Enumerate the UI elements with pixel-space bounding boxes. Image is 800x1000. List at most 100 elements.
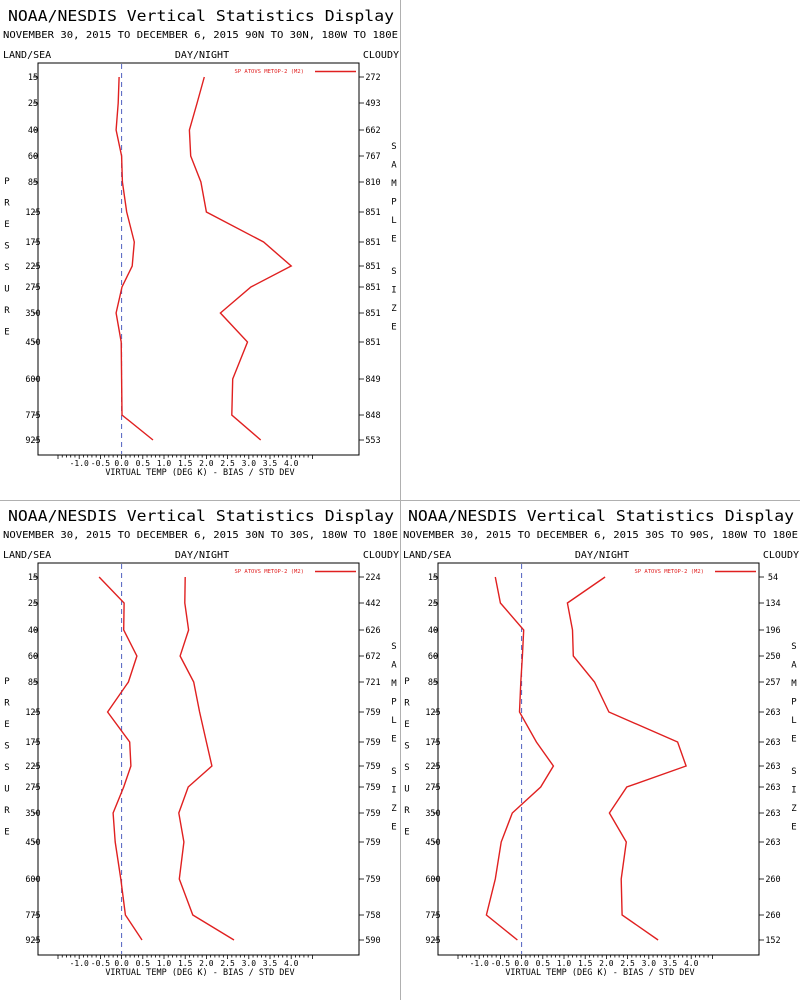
sample-axis-letter: L — [791, 716, 796, 726]
sample-size-label: 851 — [365, 238, 380, 248]
sample-size-label: 224 — [365, 573, 380, 583]
pressure-axis-letter: S — [4, 242, 9, 252]
x-tick-label: 4.0 — [284, 459, 299, 468]
pressure-level-label: 225 — [25, 762, 40, 772]
size-axis-letter: E — [791, 823, 796, 833]
pressure-level-label: 925 — [25, 436, 40, 446]
pressure-level-label: 175 — [425, 738, 440, 748]
sample-axis-letter: P — [391, 198, 397, 208]
pressure-axis-letter: U — [404, 785, 409, 795]
x-tick-label: -0.5 — [491, 959, 510, 968]
pressure-axis-letter: R — [4, 806, 10, 816]
sample-axis-letter: A — [391, 661, 397, 671]
pressure-level-label: 350 — [25, 309, 40, 319]
pressure-level-label: 40 — [428, 626, 438, 636]
x-tick-label: 1.5 — [178, 959, 193, 968]
sample-axis-letter: M — [391, 179, 397, 189]
x-tick-label: 2.5 — [220, 959, 235, 968]
sample-size-label: 493 — [365, 99, 380, 109]
x-tick-label: -1.0 — [70, 459, 89, 468]
sample-size-label: 851 — [365, 309, 380, 319]
pressure-axis-letter: U — [4, 285, 9, 295]
sample-size-label: 848 — [365, 411, 380, 421]
pressure-level-label: 85 — [28, 678, 38, 688]
sample-size-label: 553 — [365, 436, 380, 446]
pressure-axis-letter: S — [404, 763, 409, 773]
pressure-axis-letter: R — [4, 699, 10, 709]
pressure-axis-letter: P — [404, 677, 410, 687]
chart-title: NOAA/NESDIS Vertical Statistics Display — [8, 507, 394, 525]
sample-axis-letter: P — [391, 698, 397, 708]
pressure-axis-letter: E — [404, 828, 409, 838]
pressure-axis-letter: S — [404, 742, 409, 752]
size-axis-letter: I — [791, 786, 796, 796]
x-axis-label: VIRTUAL TEMP (DEG K) - BIAS / STD DEV — [105, 968, 294, 978]
sample-size-label: 758 — [365, 911, 380, 921]
x-tick-label: 0.5 — [136, 959, 151, 968]
pressure-level-label: 450 — [425, 838, 440, 848]
sample-axis-letter: E — [391, 235, 396, 245]
land-sea-label: LAND/SEA — [403, 550, 451, 561]
pressure-level-label: 25 — [28, 599, 38, 609]
x-axis-label: VIRTUAL TEMP (DEG K) - BIAS / STD DEV — [505, 968, 694, 978]
x-tick-label: 1.0 — [557, 959, 572, 968]
sample-axis-letter: S — [391, 142, 396, 152]
pressure-level-label: 225 — [25, 262, 40, 272]
size-axis-letter: I — [391, 286, 396, 296]
sample-size-label: 442 — [365, 599, 380, 609]
sample-size-label: 759 — [365, 738, 380, 748]
legend-label: SP ATOVS METOP-2 (M2) — [234, 69, 304, 75]
sample-size-label: 851 — [365, 208, 380, 218]
pressure-level-label: 925 — [25, 936, 40, 946]
day-night-label: DAY/NIGHT — [575, 550, 629, 561]
pressure-level-label: 60 — [28, 152, 38, 162]
sample-size-label: 263 — [765, 838, 780, 848]
pressure-level-label: 60 — [428, 652, 438, 662]
cloudy-label: CLOUDY — [363, 550, 399, 561]
sample-size-label: 626 — [365, 626, 380, 636]
sample-axis-letter: E — [791, 735, 796, 745]
sample-size-label: 260 — [765, 911, 780, 921]
sample-size-label: 810 — [365, 178, 380, 188]
cloudy-label: CLOUDY — [363, 50, 399, 61]
pressure-level-label: 275 — [425, 783, 440, 793]
pressure-level-label: 175 — [25, 738, 40, 748]
pressure-level-label: 15 — [428, 573, 438, 583]
size-axis-letter: Z — [391, 304, 397, 314]
std-dev-series-line — [188, 76, 293, 441]
sample-axis-letter: S — [391, 642, 396, 652]
sample-axis-letter: A — [391, 161, 397, 171]
chart-subtitle: NOVEMBER 30, 2015 TO DECEMBER 6, 2015 90… — [3, 30, 398, 41]
sample-size-label: 721 — [365, 678, 380, 688]
bias-series-line — [115, 76, 154, 441]
pressure-level-label: 125 — [425, 708, 440, 718]
size-axis-letter: S — [791, 767, 796, 777]
x-tick-label: 2.5 — [620, 959, 635, 968]
sample-size-label: 263 — [765, 708, 780, 718]
pressure-level-label: 600 — [25, 375, 40, 385]
x-tick-label: 3.5 — [263, 959, 278, 968]
x-tick-label: 1.0 — [157, 459, 172, 468]
pressure-level-label: 775 — [25, 411, 40, 421]
pressure-axis-letter: R — [404, 699, 410, 709]
plot-frame — [37, 562, 360, 956]
sample-axis-letter: L — [391, 716, 396, 726]
day-night-label: DAY/NIGHT — [175, 550, 229, 561]
sample-axis-letter: L — [391, 216, 396, 226]
sample-size-label: 590 — [365, 936, 380, 946]
vertical-stats-chart: NOAA/NESDIS Vertical Statistics Display N… — [3, 7, 399, 478]
pressure-level-label: 85 — [28, 178, 38, 188]
vertical-stats-chart: NOAA/NESDIS Vertical Statistics Display N… — [403, 507, 799, 978]
pressure-level-label: 275 — [25, 283, 40, 293]
x-tick-label: 2.5 — [220, 459, 235, 468]
sample-size-label: 196 — [765, 626, 780, 636]
sample-size-label: 260 — [765, 875, 780, 885]
pressure-level-label: 350 — [425, 809, 440, 819]
pressure-level-label: 40 — [28, 126, 38, 136]
pressure-level-label: 350 — [25, 809, 40, 819]
pressure-level-label: 15 — [28, 573, 38, 583]
sample-size-label: 849 — [365, 375, 380, 385]
sample-size-label: 263 — [765, 809, 780, 819]
sample-size-label: 759 — [365, 875, 380, 885]
size-axis-letter: E — [391, 823, 396, 833]
